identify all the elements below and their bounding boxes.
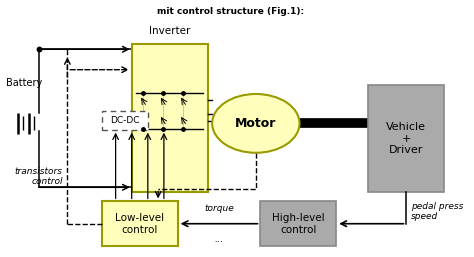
Text: mit control structure (Fig.1):: mit control structure (Fig.1): xyxy=(157,7,304,16)
Bar xyxy=(368,85,444,192)
Ellipse shape xyxy=(212,94,300,153)
Bar xyxy=(260,201,336,246)
Bar xyxy=(132,44,208,192)
Bar xyxy=(102,201,178,246)
Text: Vehicle
+
Driver: Vehicle + Driver xyxy=(386,122,427,155)
Text: transistors
control: transistors control xyxy=(15,167,63,186)
Bar xyxy=(102,111,148,130)
Text: ...: ... xyxy=(214,234,224,244)
Text: torque: torque xyxy=(204,205,234,214)
Text: pedal press
speed: pedal press speed xyxy=(411,202,464,221)
Text: Low-level
control: Low-level control xyxy=(115,213,164,235)
Text: DC-DC: DC-DC xyxy=(110,116,139,125)
Text: Inverter: Inverter xyxy=(149,26,191,36)
Text: Battery: Battery xyxy=(6,78,42,88)
Text: Motor: Motor xyxy=(235,117,276,130)
Text: High-level
control: High-level control xyxy=(272,213,325,235)
